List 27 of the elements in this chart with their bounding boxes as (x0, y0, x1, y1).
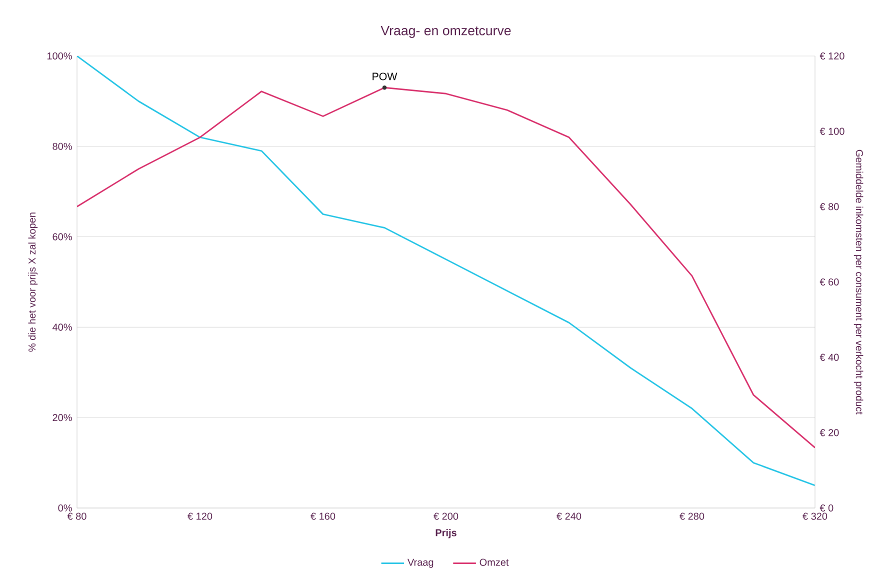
y2-tick-label: € 60 (820, 278, 839, 286)
x-tick-label: € 320 (802, 512, 828, 520)
y-axis-title: % die het voor prijs X zal kopen (28, 212, 38, 352)
legend-label: Omzet (480, 558, 509, 566)
y-tick-label: 20% (52, 414, 72, 422)
chart-title: Vraag- en omzetcurve (380, 26, 511, 38)
annotation: POW (372, 72, 398, 80)
y-tick-label: 100% (47, 52, 72, 60)
x-axis-title: Prijs (436, 528, 456, 538)
y2-tick-label: € 120 (820, 52, 844, 60)
y-tick-label: 0% (58, 504, 72, 512)
x-tick-label: € 80 (67, 512, 86, 520)
x-tick-label: € 280 (680, 512, 704, 520)
y2-tick-label: € 0 (820, 504, 834, 512)
y-tick-label: 80% (52, 142, 72, 150)
y-tick-label: 60% (52, 233, 72, 240)
x-tick-label: € 200 (434, 512, 458, 520)
y2-tick-label: € 40 (820, 354, 839, 361)
x-tick-label: € 160 (310, 512, 336, 520)
legend-label: Vraag (408, 558, 434, 568)
y2-tick-label: € 20 (820, 429, 839, 436)
x-tick-label: € 120 (188, 512, 212, 520)
x-tick-label: € 240 (556, 512, 582, 520)
y2-tick-label: € 80 (820, 203, 839, 210)
y2-axis-title: Gemiddelde inkomsten per consument per verkocht product (854, 150, 864, 414)
y2-tick-label: € 100 (820, 128, 844, 135)
y-tick-label: 40% (52, 324, 72, 331)
